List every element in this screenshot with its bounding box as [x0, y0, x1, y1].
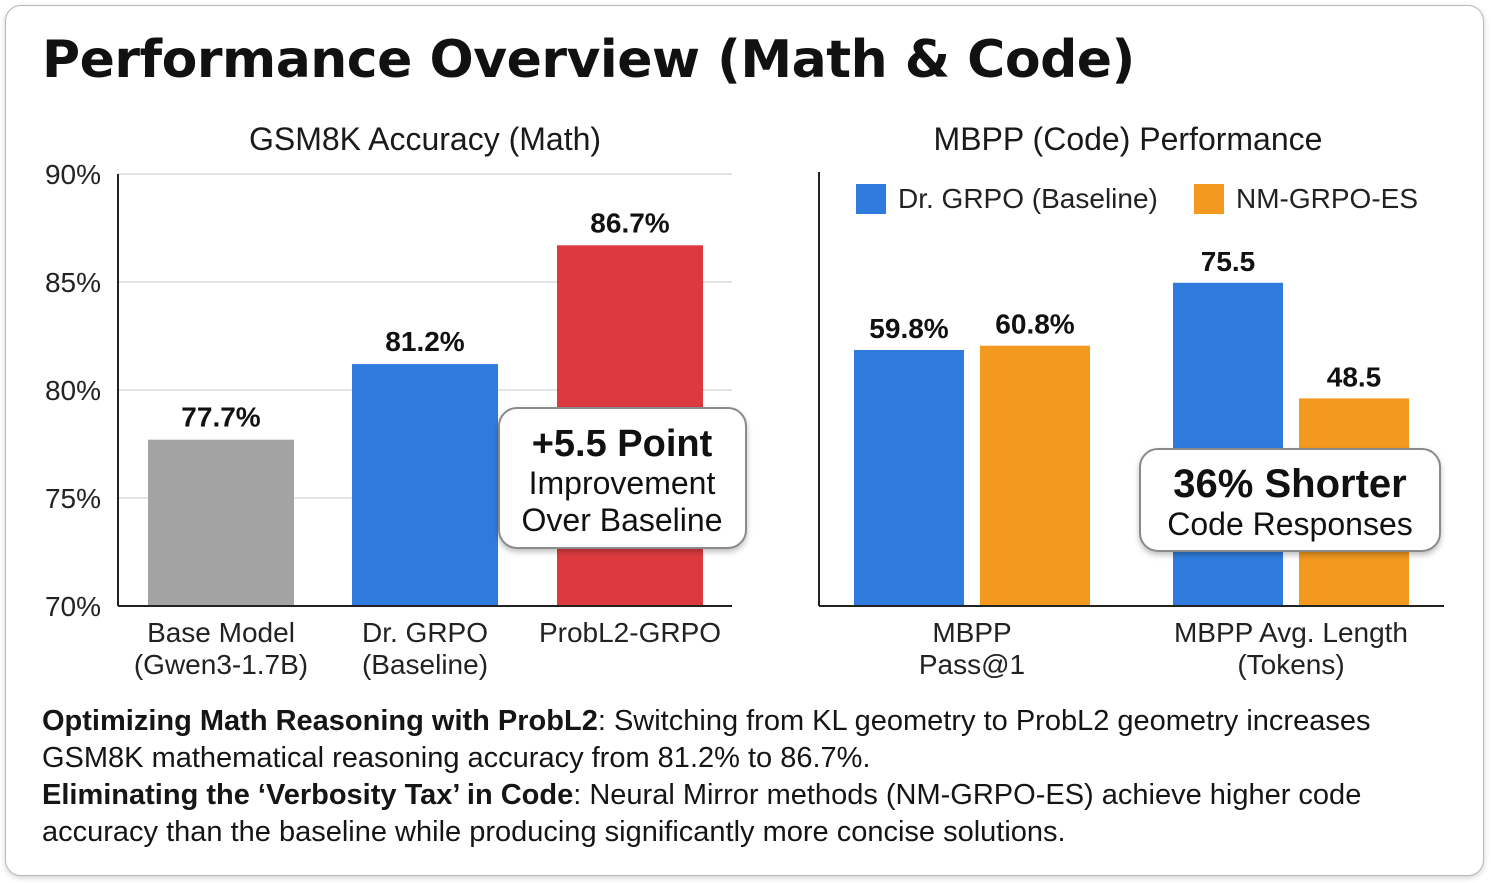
gsm8k-bar [148, 439, 294, 606]
gsm8k-x-tick-label: Base Model [147, 617, 295, 648]
mbpp-bar [854, 350, 964, 606]
mbpp-chart: MBPP (Code) Performance Dr. GRPO (Baselin… [818, 121, 1444, 680]
gsm8k-y-tick-label: 80% [45, 375, 101, 406]
mbpp-value-label: 59.8% [869, 313, 948, 344]
mbpp-value-label: 48.5 [1327, 361, 1382, 392]
mbpp-x-tick-label: MBPP [932, 617, 1011, 648]
gsm8k-y-tick-label: 90% [45, 159, 101, 190]
mbpp-legend-label: Dr. GRPO (Baseline) [898, 183, 1158, 214]
mbpp-bar [980, 345, 1090, 606]
gsm8k-x-tick-label: (Gwen3-1.7B) [134, 649, 308, 680]
gsm8k-y-tick-label: 85% [45, 267, 101, 298]
mbpp-callout-text: Code Responses [1167, 506, 1412, 542]
note-code: Eliminating the ‘Verbosity Tax’ in Code:… [42, 777, 1462, 851]
gsm8k-value-label: 81.2% [385, 326, 464, 357]
gsm8k-value-label: 77.7% [181, 402, 260, 433]
gsm8k-value-label: 86.7% [590, 207, 669, 238]
note-code-heading: Eliminating the ‘Verbosity Tax’ in Code [42, 779, 574, 811]
mbpp-legend-swatch [1194, 184, 1224, 214]
gsm8k-chart: GSM8K Accuracy (Math) 70% 75% 80% 85% 90% 77.7… [45, 121, 747, 680]
gsm8k-callout-headline: +5.5 Point [532, 423, 713, 465]
gsm8k-x-tick-label: Dr. GRPO [362, 617, 488, 648]
mbpp-x-tick-label: MBPP Avg. Length [1174, 617, 1408, 648]
gsm8k-x-tick-label: ProbL2-GRPO [539, 617, 721, 648]
gsm8k-callout-box [498, 407, 747, 549]
gsm8k-x-tick-label: (Baseline) [362, 649, 488, 680]
mbpp-chart-title: MBPP (Code) Performance [934, 121, 1323, 157]
note-math-text: : Switching from KL geometry to ProbL2 g… [42, 705, 1371, 774]
gsm8k-callout-text: Improvement [529, 465, 716, 501]
gsm8k-chart-title: GSM8K Accuracy (Math) [249, 121, 601, 157]
mbpp-x-tick-label: (Tokens) [1237, 649, 1344, 680]
mbpp-x-tick-label: Pass@1 [919, 649, 1025, 680]
note-code-text: : Neural Mirror methods (NM-GRPO-ES) ach… [42, 779, 1362, 848]
page-title: Performance Overview (Math & Code) [42, 30, 1135, 90]
note-math-heading: Optimizing Math Reasoning with ProbL2 [42, 705, 598, 737]
mbpp-callout-headline: 36% Shorter [1173, 462, 1406, 506]
mbpp-legend-label: NM-GRPO-ES [1236, 183, 1418, 214]
note-math: Optimizing Math Reasoning with ProbL2: S… [42, 703, 1462, 777]
mbpp-legend-swatch [856, 184, 886, 214]
mbpp-callout-box [1139, 448, 1441, 552]
mbpp-bar [1173, 282, 1283, 606]
gsm8k-callout-text: Over Baseline [522, 502, 723, 538]
mbpp-value-label: 75.5 [1201, 246, 1256, 277]
gsm8k-y-tick-label: 70% [45, 591, 101, 622]
gsm8k-y-tick-label: 75% [45, 483, 101, 514]
mbpp-value-label: 60.8% [995, 309, 1074, 340]
gsm8k-bar [352, 364, 498, 606]
